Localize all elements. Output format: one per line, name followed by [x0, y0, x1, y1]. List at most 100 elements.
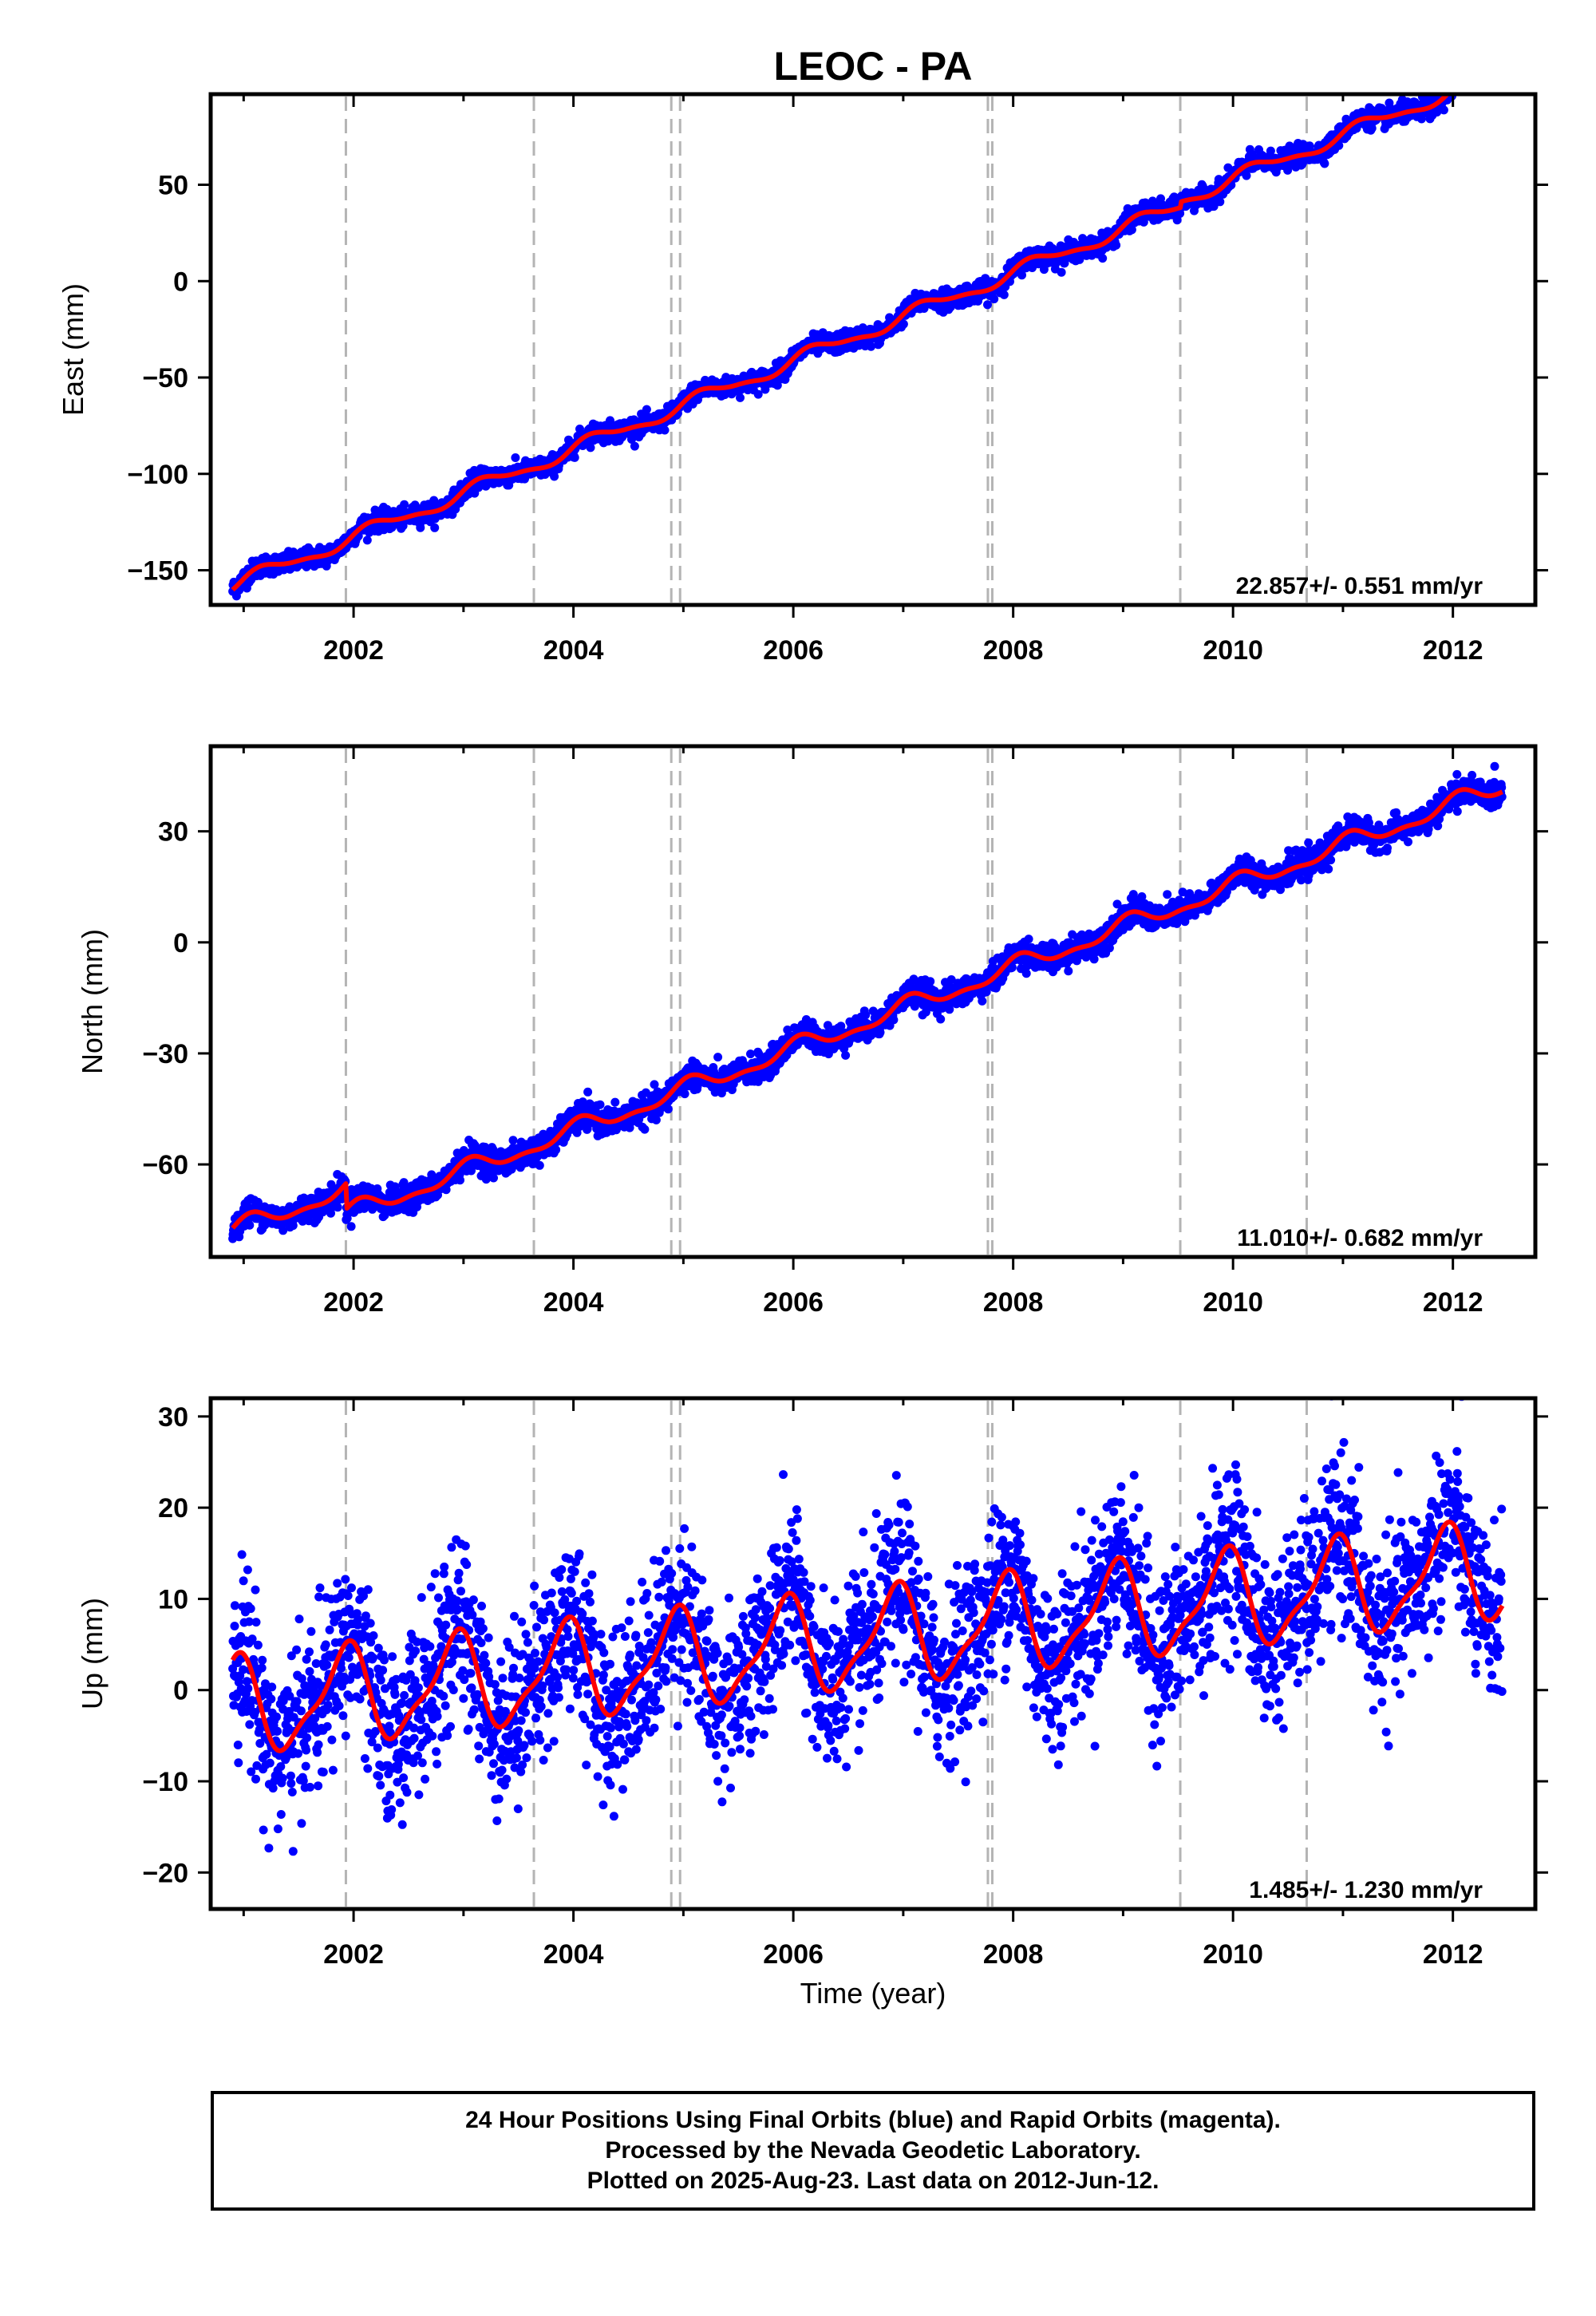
- data-point: [489, 1173, 498, 1183]
- data-point: [1483, 64, 1492, 73]
- data-point: [551, 1145, 561, 1155]
- data-point: [1452, 84, 1460, 93]
- data-point: [1456, 71, 1464, 80]
- data-point: [642, 405, 651, 414]
- data-point: [1447, 79, 1456, 88]
- data-point: [1493, 63, 1502, 72]
- data-point: [1458, 76, 1467, 85]
- data-point: [1470, 71, 1479, 80]
- data-point: [1482, 77, 1491, 85]
- data-point: [1487, 76, 1495, 85]
- data-point: [430, 523, 440, 532]
- data-point: [279, 1226, 288, 1235]
- data-point: [1481, 63, 1490, 72]
- data-point: [1477, 66, 1486, 75]
- data-point: [1498, 61, 1507, 70]
- data-point: [1468, 73, 1477, 82]
- x-tick-label: 2010: [1203, 635, 1263, 666]
- data-point: [245, 1220, 255, 1230]
- data-point: [1453, 80, 1462, 89]
- data-point: [1472, 77, 1481, 85]
- data-point: [1456, 73, 1464, 82]
- data-point: [1466, 75, 1475, 84]
- data-point: [772, 381, 782, 390]
- data-point: [1460, 79, 1468, 88]
- data-point: [1459, 80, 1468, 89]
- data-point: [1483, 65, 1491, 73]
- data-point: [899, 319, 908, 329]
- data-point: [1465, 74, 1474, 83]
- data-point: [1485, 70, 1494, 79]
- data-point: [1480, 69, 1489, 77]
- data-point: [1057, 267, 1066, 277]
- data-point: [1449, 81, 1458, 90]
- data-point: [1458, 78, 1467, 87]
- data-point: [1451, 78, 1460, 87]
- data-point: [1215, 197, 1225, 207]
- data-point: [1479, 70, 1487, 79]
- data-point: [1469, 69, 1478, 78]
- data-point: [1459, 83, 1468, 92]
- data-point: [736, 393, 745, 402]
- data-point: [1468, 81, 1477, 89]
- x-tick-label: 2002: [323, 635, 384, 666]
- panels-group: 2002 2004 2006 2008 2010 2012−150−100−50050Ea…: [57, 59, 1548, 1970]
- data-point: [1463, 69, 1472, 78]
- data-point: [1491, 63, 1500, 72]
- data-point: [1489, 60, 1498, 69]
- data-point: [1451, 80, 1460, 89]
- data-point: [570, 453, 579, 462]
- data-point: [1449, 73, 1458, 81]
- data-point: [841, 1050, 851, 1060]
- data-point: [1476, 81, 1485, 90]
- data-point: [1479, 72, 1488, 81]
- data-point: [1454, 73, 1463, 82]
- data-point: [1492, 63, 1501, 72]
- data-point: [660, 425, 670, 435]
- data-point: [1483, 69, 1492, 78]
- data-point: [1464, 72, 1472, 81]
- plot-frame-east: [208, 92, 1538, 607]
- data-point: [1320, 159, 1329, 168]
- data-point: [606, 416, 614, 425]
- data-point: [1479, 73, 1488, 82]
- data-point: [1478, 71, 1487, 80]
- data-point: [1460, 76, 1469, 85]
- data-point: [1460, 73, 1469, 81]
- data-point: [1471, 60, 1479, 69]
- data-point: [1452, 82, 1461, 91]
- data-point: [1479, 59, 1487, 68]
- data-point: [1483, 71, 1491, 80]
- data-points-north: [228, 761, 1507, 1243]
- data-point: [362, 536, 372, 545]
- data-point: [1471, 70, 1479, 79]
- data-point: [663, 1105, 673, 1114]
- data-point: [1474, 73, 1483, 82]
- data-point: [1477, 61, 1486, 69]
- data-point: [1472, 70, 1481, 79]
- data-point: [1485, 78, 1494, 87]
- data-point: [1463, 72, 1472, 81]
- model-line-east: [231, 94, 1451, 592]
- y-tick-label: 50: [158, 171, 188, 201]
- data-point: [1492, 64, 1501, 73]
- data-point: [1492, 75, 1501, 84]
- x-tick-label: 2012: [1423, 635, 1483, 666]
- data-point: [1475, 69, 1483, 78]
- data-point: [1127, 225, 1136, 235]
- data-point: [511, 453, 520, 462]
- data-point: [1481, 62, 1490, 71]
- y-tick-label: −150: [127, 556, 188, 587]
- data-point: [1334, 140, 1344, 150]
- data-point: [1487, 77, 1496, 85]
- data-point: [1494, 72, 1503, 81]
- data-point: [1486, 63, 1495, 72]
- data-point: [1453, 72, 1462, 81]
- data-point: [1462, 69, 1471, 78]
- y-tick-label: −50: [142, 363, 188, 393]
- data-point: [610, 1097, 620, 1107]
- data-point: [1112, 240, 1121, 250]
- data-point: [1491, 66, 1499, 75]
- data-point: [1169, 192, 1179, 202]
- data-point: [1473, 67, 1482, 76]
